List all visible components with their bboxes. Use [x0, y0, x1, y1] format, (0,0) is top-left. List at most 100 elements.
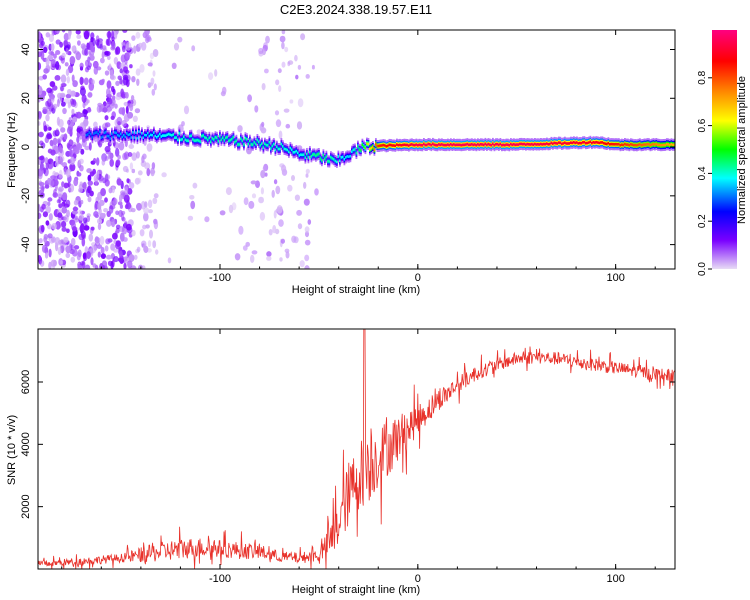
- noise-blob: [70, 238, 76, 246]
- noise-blob: [104, 115, 109, 121]
- ridge-segment: [343, 158, 346, 161]
- ridge-segment: [507, 143, 509, 146]
- noise-blob: [88, 142, 92, 151]
- noise-blob: [49, 139, 54, 147]
- noise-blob: [260, 187, 264, 195]
- noise-blob: [39, 93, 45, 101]
- ridge-segment: [211, 137, 214, 140]
- ridge-segment: [423, 142, 425, 146]
- noise-blob: [93, 121, 98, 128]
- ridge-segment: [511, 143, 514, 147]
- ridge-segment: [442, 143, 445, 147]
- noise-blob: [65, 68, 70, 76]
- noise-blob: [66, 209, 70, 218]
- noise-blob: [45, 109, 52, 115]
- ridge-segment: [249, 139, 251, 142]
- ridge-segment: [166, 133, 169, 136]
- ridge-segment: [102, 135, 104, 139]
- noise-blob: [73, 245, 80, 250]
- ridge-segment: [193, 139, 196, 142]
- noise-blob: [131, 229, 136, 237]
- noise-blob: [58, 144, 62, 153]
- noise-blob: [67, 119, 71, 125]
- ridge-segment: [531, 142, 533, 146]
- colorbar-tick-label: 0.0: [697, 262, 708, 276]
- ridge-segment: [516, 143, 518, 146]
- noise-blob: [83, 217, 88, 224]
- noise-blob: [106, 219, 112, 227]
- ridge-segment: [406, 143, 409, 147]
- ridge-segment: [228, 139, 230, 143]
- noise-blob: [38, 51, 42, 58]
- noise-blob: [55, 128, 59, 135]
- ridge-segment: [601, 141, 604, 144]
- noise-blob: [61, 30, 66, 33]
- ridge-segment: [475, 143, 478, 147]
- ridge-segment: [93, 132, 95, 135]
- noise-blob: [78, 209, 83, 216]
- noise-blob: [268, 229, 273, 236]
- noise-blob: [101, 45, 107, 51]
- noise-blob: [104, 122, 111, 128]
- noise-blob: [103, 102, 110, 109]
- noise-blob: [96, 244, 103, 250]
- noise-blob: [106, 98, 113, 105]
- noise-blob: [104, 70, 110, 76]
- noise-blob: [295, 74, 299, 80]
- noise-blob: [69, 139, 74, 145]
- ridge-segment: [499, 142, 502, 146]
- ridge-segment: [325, 155, 328, 158]
- ridge-segment: [252, 143, 254, 146]
- ridge-segment: [115, 131, 118, 135]
- ridge-segment: [576, 141, 578, 144]
- ridge-segment: [178, 132, 181, 135]
- noise-blob: [258, 196, 264, 204]
- noise-blob: [281, 164, 287, 173]
- noise-blob: [38, 156, 44, 161]
- ridge-segment: [85, 133, 88, 137]
- ridge-segment: [600, 141, 602, 144]
- y-tick-label: 40: [20, 43, 32, 55]
- noise-blob: [65, 245, 71, 254]
- noise-blob: [277, 68, 282, 74]
- noise-blob: [127, 103, 133, 108]
- noise-blob: [92, 60, 99, 69]
- noise-blob: [51, 223, 57, 230]
- ridge-segment: [490, 143, 493, 147]
- x-tick-label: 0: [415, 573, 421, 585]
- noise-blob: [72, 210, 78, 215]
- ridge-segment: [126, 132, 128, 135]
- ridge-segment: [226, 135, 229, 139]
- ridge-segment: [399, 143, 401, 147]
- noise-blob: [152, 70, 156, 77]
- noise-blob: [113, 248, 119, 253]
- noise-blob: [60, 260, 64, 265]
- ridge-segment: [661, 143, 664, 147]
- ridge-segment: [151, 133, 154, 137]
- noise-blob: [99, 212, 105, 219]
- noise-blob: [132, 115, 138, 123]
- ridge-segment: [345, 156, 347, 159]
- noise-blob: [50, 51, 55, 56]
- noise-blob: [38, 131, 44, 138]
- noise-blob: [87, 174, 92, 182]
- noise-blob: [138, 42, 143, 48]
- noise-blob: [153, 218, 158, 225]
- ridge-segment: [550, 141, 553, 145]
- ridge-segment: [213, 138, 215, 141]
- ridge-segment: [483, 143, 485, 147]
- ridge-segment: [562, 142, 565, 145]
- noise-blob: [118, 107, 125, 115]
- ridge-segment: [370, 146, 373, 150]
- noise-blob: [93, 66, 99, 75]
- ridge-segment: [243, 143, 245, 146]
- noise-blob: [90, 32, 95, 40]
- noise-blob: [73, 178, 79, 187]
- noise-blob: [83, 118, 89, 127]
- ridge-segment: [214, 136, 217, 139]
- noise-blob: [281, 41, 285, 50]
- noise-blob: [124, 186, 129, 196]
- noise-blob: [83, 77, 89, 86]
- ridge-segment: [103, 131, 106, 135]
- noise-blob: [79, 165, 84, 172]
